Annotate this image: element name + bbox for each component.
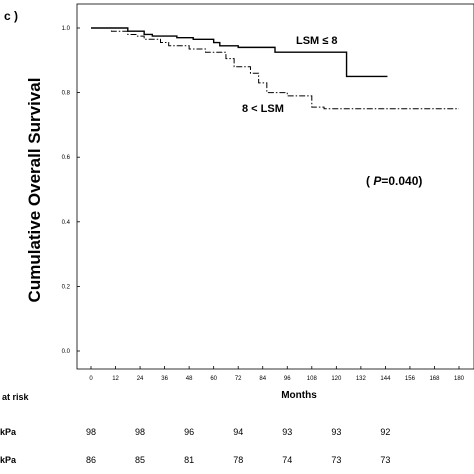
x-tick-label: 108 [307,376,318,382]
risk-table-title: at risk [2,392,30,402]
x-tick-label: 180 [454,376,465,382]
p-rest: =0.040) [381,174,422,188]
x-tick-label: 132 [356,376,367,382]
panel-label: c ) [4,9,18,23]
risk-cell: 86 [86,455,96,465]
risk-cell: 73 [380,455,390,465]
x-tick-label: 144 [380,376,391,382]
p-value-annotation: ( P=0.040) [366,174,422,188]
risk-cell: 92 [380,427,390,437]
y-tick-label: 0.6 [62,155,71,161]
x-axis-title: Months [281,390,317,401]
y-axis: 0.0 0.2 0.4 0.6 0.8 1.0 [62,26,80,355]
risk-cell: 98 [135,427,145,437]
risk-row-label: kPa [0,427,17,437]
x-tick-label: 96 [284,376,291,382]
series-line-0 [91,27,388,78]
risk-cell: 85 [135,455,145,465]
risk-cell: 98 [86,427,96,437]
y-tick-label: 0.8 [62,91,71,97]
series-lines [91,27,459,110]
x-tick-label: 0 [89,376,93,382]
x-tick-label: 72 [235,376,242,382]
x-tick-label: 60 [210,376,217,382]
risk-cell: 73 [331,455,341,465]
x-tick-label: 24 [137,376,144,382]
x-tick-label: 84 [259,376,266,382]
p-italic: P [373,174,382,188]
x-tick-label: 168 [429,376,440,382]
risk-cell: 74 [282,455,292,465]
risk-table: kPa 98 98 96 94 93 93 92 kPa 86 85 81 78 74 73 73 [0,427,390,465]
y-axis-title: Cumulative Overall Survival [25,78,44,303]
risk-cell: 78 [233,455,243,465]
x-axis: 0 12 24 36 48 60 72 84 96 108 120 132 144 156 168 180 [89,366,465,382]
y-tick-label: 1.0 [62,26,71,32]
risk-cell: 81 [184,455,194,465]
y-tick-label: 0.4 [62,220,71,226]
risk-cell: 93 [282,427,292,437]
x-tick-label: 12 [112,376,119,382]
x-tick-label: 120 [331,376,342,382]
risk-cell: 93 [331,427,341,437]
plot-frame [76,3,474,370]
x-tick-label: 48 [186,376,193,382]
series-label-lsm-gt-8: 8 < LSM [242,103,284,115]
x-tick-label: 156 [405,376,416,382]
y-tick-label: 0.2 [62,284,71,290]
y-tick-label: 0.0 [62,349,71,355]
series-label-lsm-le-8: LSM ≤ 8 [296,35,338,47]
risk-cell: 94 [233,427,243,437]
series-line-1 [91,27,459,110]
risk-row-label: kPa [0,455,17,465]
p-value-text: ( [366,174,370,188]
x-tick-label: 36 [161,376,168,382]
risk-cell: 96 [184,427,194,437]
